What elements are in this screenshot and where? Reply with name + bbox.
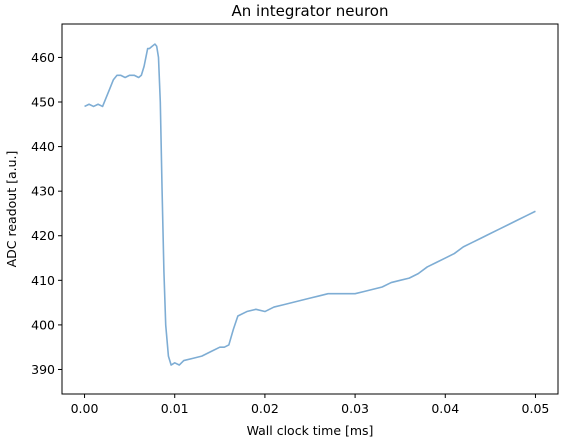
y-tick-label: 450 — [31, 95, 55, 110]
chart-title: An integrator neuron — [232, 2, 389, 20]
y-tick-label: 410 — [31, 273, 55, 288]
y-axis-label: ADC readout [a.u.] — [4, 151, 19, 268]
y-tick-label: 390 — [31, 362, 55, 377]
y-tick-label: 430 — [31, 184, 55, 199]
plot-frame — [61, 23, 559, 395]
y-tick-label: 460 — [31, 50, 55, 65]
x-tick-label: 0.05 — [522, 401, 550, 416]
y-axis: 390 400 410 420 430 440 450 460 — [31, 50, 62, 377]
x-tick-label: 0.02 — [251, 401, 279, 416]
y-tick-label: 400 — [31, 317, 55, 332]
plot-area — [84, 43, 536, 366]
x-axis-label: Wall clock time [ms] — [247, 423, 374, 438]
x-tick-label: 0.04 — [431, 401, 459, 416]
series-line — [84, 43, 536, 366]
y-tick-label: 440 — [31, 139, 55, 154]
x-axis: 0.00 0.01 0.02 0.03 0.04 0.05 — [71, 394, 550, 416]
y-tick-label: 420 — [31, 228, 55, 243]
x-tick-label: 0.00 — [71, 401, 99, 416]
x-tick-label: 0.03 — [341, 401, 369, 416]
x-tick-label: 0.01 — [161, 401, 189, 416]
